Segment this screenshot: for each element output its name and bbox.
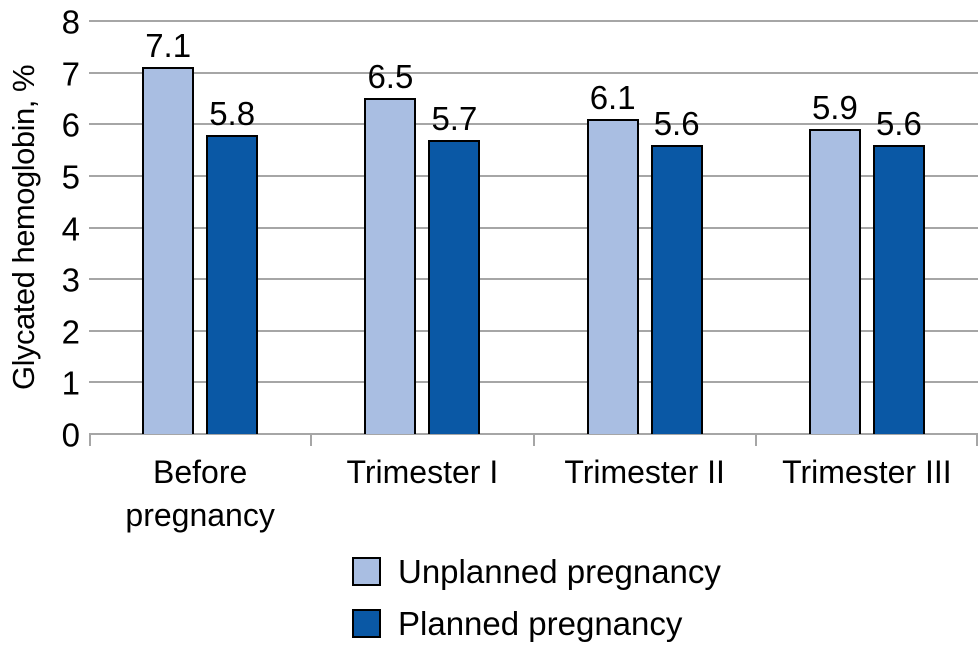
bar-group: 6.5 5.7 <box>311 21 533 434</box>
bar-unplanned-pregnancy: 7.1 <box>142 29 195 434</box>
x-axis-category-label-line: Trimester I <box>346 454 499 490</box>
bar-group: 5.9 5.6 <box>756 21 978 434</box>
y-axis-tick-label: 0 <box>61 416 80 454</box>
x-axis-category-label-line: Trimester II <box>564 454 725 490</box>
bar-group: 6.1 5.6 <box>534 21 756 434</box>
bar-planned-pregnancy: 5.8 <box>206 97 259 434</box>
legend-item: Planned pregnancy <box>352 603 721 643</box>
bar-value-label: 5.8 <box>209 94 256 132</box>
y-axis-tick-label: 3 <box>61 261 80 299</box>
y-axis-tick-label: 4 <box>61 210 80 247</box>
bar-unplanned-pregnancy: 5.9 <box>808 91 861 434</box>
legend-swatch <box>352 608 381 638</box>
x-axis-tick-mark <box>976 434 978 446</box>
gridline <box>89 381 978 384</box>
x-axis-category-label-line: pregnancy <box>125 497 275 533</box>
x-axis-category-label: Trimester III <box>782 451 951 494</box>
bar-group: 7.1 5.8 <box>89 21 311 434</box>
bar-value-label: 6.5 <box>367 58 414 96</box>
x-axis-category-labels: Before pregnancy Trimester I Trimester II Tr… <box>89 451 978 551</box>
x-axis-category-label-line: Before <box>152 454 248 490</box>
y-axis-tick-label: 6 <box>61 106 80 144</box>
y-axis-tick-labels: 0 1 2 3 4 5 6 7 8 <box>44 6 80 452</box>
x-axis-category-label: Before pregnancy <box>125 451 274 537</box>
gridline <box>89 20 978 22</box>
bar-value-label: 5.9 <box>811 89 858 127</box>
gridline <box>89 226 978 229</box>
y-axis-tick-label: 2 <box>61 313 80 351</box>
legend-label: Planned pregnancy <box>398 604 683 642</box>
bar-planned-pregnancy: 5.7 <box>428 102 481 434</box>
gridline <box>89 278 978 281</box>
gridline <box>89 329 978 332</box>
legend-label: Unplanned pregnancy <box>398 552 721 590</box>
plot-area: 7.1 5.8 6.5 5.7 6.1 5.6 5.9 5.6 <box>89 20 978 446</box>
x-axis-tick-mark <box>754 434 757 446</box>
gridline <box>89 71 978 74</box>
bar-unplanned-pregnancy: 6.1 <box>586 81 639 434</box>
x-axis-tick-mark <box>89 434 91 446</box>
x-axis-category-label: Trimester I <box>347 451 499 494</box>
legend: Unplanned pregnancy Planned pregnancy <box>352 551 721 650</box>
x-axis-category-label: Trimester II <box>564 451 725 494</box>
x-axis-category-label-line: Trimester III <box>782 454 952 490</box>
x-axis-tick-mark <box>310 434 313 446</box>
y-axis-title: Glycated hemoglobin, % <box>6 64 41 391</box>
bar-planned-pregnancy: 5.6 <box>872 107 925 434</box>
x-axis-tick-mark <box>532 434 535 446</box>
bar-value-label: 7.1 <box>145 27 192 65</box>
gridline <box>89 174 978 177</box>
bar-value-label: 6.1 <box>589 79 636 117</box>
bar-value-label: 5.7 <box>431 99 478 137</box>
gridline <box>89 123 978 126</box>
y-axis-tick-label: 8 <box>61 3 80 41</box>
y-axis-tick-label: 1 <box>61 364 80 402</box>
legend-swatch <box>352 556 381 586</box>
bar-unplanned-pregnancy: 6.5 <box>364 60 417 434</box>
y-axis-tick-label: 7 <box>61 55 80 93</box>
y-axis-tick-label: 5 <box>61 158 80 196</box>
bar-planned-pregnancy: 5.6 <box>650 107 703 434</box>
legend-item: Unplanned pregnancy <box>352 551 721 591</box>
bar-value-label: 5.6 <box>653 104 700 142</box>
bar-value-label: 5.6 <box>875 104 922 142</box>
